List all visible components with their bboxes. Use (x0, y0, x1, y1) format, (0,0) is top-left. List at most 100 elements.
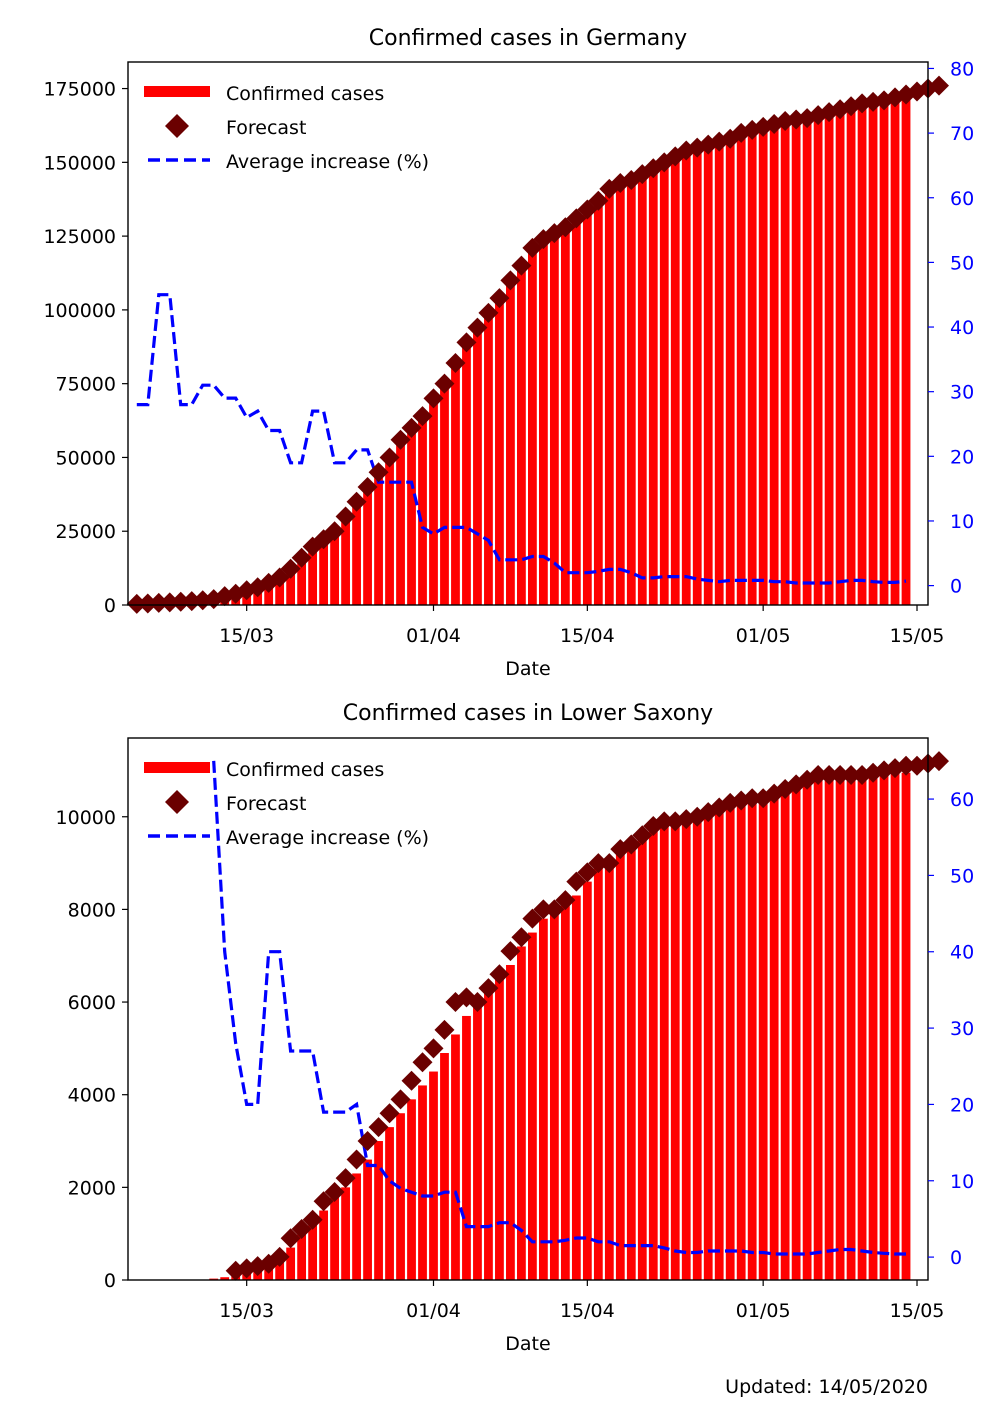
forecast-point (412, 406, 433, 427)
bar (736, 798, 746, 1280)
bar (440, 383, 449, 605)
x-tick-label: 01/04 (406, 625, 461, 647)
bar (659, 821, 669, 1280)
forecast-point (841, 765, 862, 786)
forecast-point (137, 593, 158, 614)
legend-label: Forecast (226, 117, 306, 139)
forecast-point (291, 1219, 312, 1240)
bar (374, 472, 383, 605)
bar (604, 188, 614, 606)
bar (747, 129, 757, 605)
bar (868, 101, 878, 606)
bar (659, 162, 669, 605)
bar (286, 1247, 296, 1280)
forecast-point (390, 429, 411, 450)
legend-swatch-bars (144, 86, 210, 97)
forecast-point (269, 1246, 290, 1267)
bar (462, 1015, 471, 1280)
increase-line (136, 293, 907, 585)
bar (396, 439, 405, 605)
bar (813, 779, 823, 1280)
bar (571, 895, 581, 1280)
forecast-point (533, 899, 554, 920)
bar (725, 138, 735, 605)
forecast-point (467, 992, 488, 1013)
bar (330, 1196, 339, 1280)
chart-title: Confirmed cases in Germany (369, 26, 687, 51)
forecast-point (511, 927, 532, 948)
forecast-point (489, 964, 510, 985)
bar (506, 280, 515, 605)
forecast-point (401, 417, 422, 438)
forecast-point (896, 755, 917, 776)
forecast-point (423, 388, 444, 409)
bar (681, 150, 691, 606)
legend-label: Average increase (%) (226, 151, 429, 173)
bar (549, 909, 559, 1280)
forecast-point (148, 592, 169, 613)
bar (593, 867, 603, 1280)
y2-tick-label: 0 (950, 576, 962, 598)
legend-label: Confirmed cases (226, 759, 384, 781)
y-tick-label: 150000 (43, 152, 116, 174)
forecast-point (742, 788, 763, 809)
bar (528, 247, 537, 606)
y-tick-label: 6000 (68, 992, 116, 1014)
y-tick-label: 10000 (56, 807, 116, 829)
forecast-point (819, 765, 840, 786)
bar (319, 539, 328, 605)
bar (901, 772, 911, 1280)
bar (517, 265, 526, 605)
bar (374, 1141, 383, 1280)
y2-tick-label: 20 (950, 1094, 974, 1116)
chart-title: Confirmed cases in Lower Saxony (343, 701, 713, 726)
y2-tick-label: 40 (950, 942, 974, 964)
forecast-series (225, 751, 949, 1281)
forecast-point (555, 890, 576, 911)
bar (341, 516, 350, 605)
y2-tick-label: 50 (950, 865, 974, 887)
bar (637, 835, 647, 1280)
bar (495, 978, 504, 1280)
bar (297, 557, 307, 605)
bar (385, 1127, 394, 1280)
bar (670, 816, 680, 1280)
bar (451, 1034, 460, 1280)
legend-label: Forecast (226, 793, 306, 815)
y-tick-label: 2000 (68, 1177, 116, 1199)
bar (330, 531, 339, 605)
forecast-point (588, 853, 609, 874)
forecast-point (467, 317, 488, 338)
x-tick-label: 01/05 (736, 1300, 791, 1322)
forecast-point (390, 1089, 411, 1110)
bar (264, 582, 274, 605)
bar (429, 398, 438, 605)
legend-label: Confirmed cases (226, 83, 384, 105)
legend-swatch-forecast (165, 114, 189, 138)
bar (484, 992, 493, 1280)
forecast-point (928, 751, 949, 772)
forecast-point (478, 978, 499, 999)
y2-tick-label: 30 (950, 382, 974, 404)
forecast-point (181, 591, 202, 612)
forecast-point (346, 491, 367, 512)
x-tick-label: 15/04 (560, 1300, 615, 1322)
forecast-point (511, 255, 532, 276)
plot-frame (127, 61, 929, 606)
forecast-point (346, 1149, 367, 1170)
forecast-point (280, 1228, 301, 1249)
bar (352, 501, 361, 605)
bar (560, 900, 570, 1280)
forecast-point (599, 853, 620, 874)
bar (648, 168, 658, 605)
bar (582, 881, 592, 1280)
bar (736, 132, 746, 605)
forecast-point (928, 75, 949, 96)
bar (308, 1224, 318, 1280)
forecast-point (500, 941, 521, 962)
forecast-point (423, 1038, 444, 1059)
y2-tick-label: 60 (950, 188, 974, 210)
forecast-point (500, 270, 521, 291)
bar (495, 298, 504, 605)
